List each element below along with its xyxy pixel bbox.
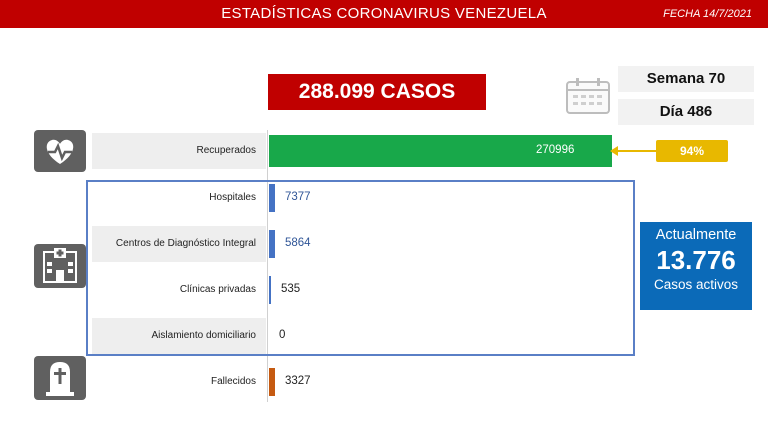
- percent-arrow-icon: [610, 146, 656, 156]
- bar: [269, 135, 612, 167]
- header-bar: ESTADÍSTICAS CORONAVIRUS VENEZUELA FECHA…: [0, 0, 768, 28]
- value-label: 7377: [285, 191, 311, 203]
- value-label: 270996: [536, 144, 575, 156]
- chart-axis: [267, 130, 268, 402]
- tombstone-icon-box: [34, 356, 86, 400]
- bar: [269, 368, 275, 396]
- active-value: 13.776: [656, 245, 736, 275]
- heart-icon-box: [34, 130, 86, 172]
- category-label: Fallecidos: [210, 376, 256, 387]
- recovered-percent-badge: 94%: [656, 140, 728, 162]
- category-label: Clínicas privadas: [179, 284, 256, 295]
- active-caption: Actualmente: [655, 227, 737, 243]
- header-date: FECHA 14/7/2021: [663, 8, 752, 20]
- value-label: 3327: [285, 375, 311, 387]
- row-background: [92, 226, 266, 262]
- category-label: Centros de Diagnóstico Integral: [115, 238, 256, 249]
- bar: [269, 184, 275, 212]
- category-label: Recuperados: [196, 145, 256, 156]
- active-footer: Casos activos: [653, 277, 739, 292]
- bar: [269, 230, 275, 258]
- heart-pulse-icon: [46, 139, 74, 164]
- header-title: ESTADÍSTICAS CORONAVIRUS VENEZUELA: [221, 5, 547, 22]
- row-background: [92, 133, 266, 169]
- total-cases-badge: 288.099 CASOS: [268, 74, 486, 110]
- value-label: 535: [281, 283, 301, 295]
- bar: [269, 276, 271, 304]
- hospital-icon: [43, 248, 77, 283]
- category-label: Aislamiento domiciliario: [151, 330, 256, 341]
- active-cases-frame: [86, 180, 635, 356]
- day-badge: Día 486: [618, 99, 754, 125]
- row-background: [92, 318, 266, 354]
- tombstone-icon: [46, 362, 74, 396]
- category-label: Hospitales: [209, 192, 256, 203]
- week-badge: Semana 70: [618, 66, 754, 92]
- value-label: 0: [279, 329, 286, 341]
- value-label: 5864: [285, 237, 311, 249]
- hospital-icon-box: [34, 244, 86, 288]
- active-cases-box: Actualmente 13.776 Casos activos: [640, 222, 752, 310]
- calendar-icon: [566, 78, 610, 114]
